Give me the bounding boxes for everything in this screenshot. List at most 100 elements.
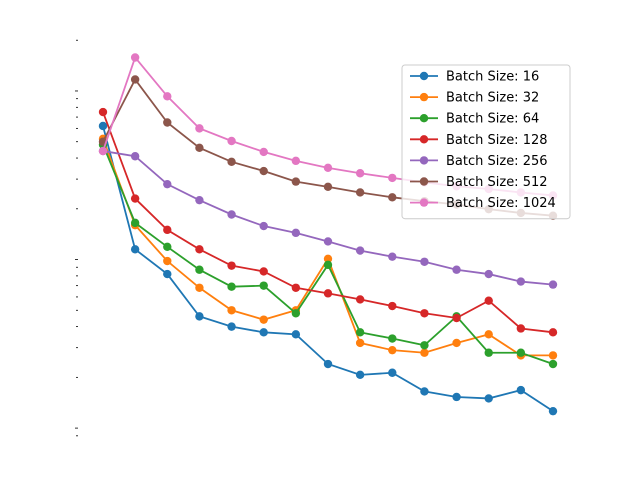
data-point <box>355 338 365 348</box>
data-point <box>227 210 236 219</box>
data-point <box>388 334 397 343</box>
data-point <box>452 338 461 348</box>
data-point <box>130 194 140 203</box>
data-point <box>355 328 365 337</box>
data-point <box>130 152 140 161</box>
data-point <box>163 92 172 101</box>
data-point <box>548 280 558 289</box>
data-point <box>420 341 429 350</box>
data-point <box>548 328 558 337</box>
legend-label: Batch Size: 1024 <box>446 196 556 211</box>
data-point <box>388 252 397 261</box>
data-point <box>195 124 204 133</box>
data-point <box>323 182 333 192</box>
data-point <box>163 242 172 252</box>
data-point <box>388 368 397 377</box>
data-point <box>259 328 268 337</box>
legend-label: Batch Size: 256 <box>446 154 548 169</box>
data-point <box>259 281 268 290</box>
legend-marker <box>419 198 429 207</box>
data-point <box>291 177 301 186</box>
data-point <box>163 179 172 189</box>
legend-item: Batch Size: 32 <box>410 91 539 106</box>
data-point <box>323 237 333 246</box>
data-point <box>452 392 461 402</box>
data-point <box>355 295 365 304</box>
y-axis-ticks <box>75 39 78 437</box>
data-point <box>291 330 301 339</box>
data-point <box>259 147 268 157</box>
data-point <box>291 156 301 166</box>
data-point <box>355 370 365 380</box>
data-point <box>291 309 301 318</box>
data-point <box>163 225 172 235</box>
legend-label: Batch Size: 64 <box>446 112 539 127</box>
legend-marker <box>419 71 429 81</box>
data-point <box>452 265 461 274</box>
legend-item: Batch Size: 64 <box>410 112 539 127</box>
legend-marker <box>419 135 429 144</box>
data-point <box>227 261 236 270</box>
legend-marker <box>419 114 429 123</box>
data-point <box>484 394 493 403</box>
data-point <box>323 359 333 369</box>
legend-label: Batch Size: 32 <box>446 91 539 106</box>
data-point <box>548 351 558 360</box>
data-point <box>355 188 365 197</box>
data-point <box>195 312 204 321</box>
data-point <box>163 256 172 266</box>
legend-marker <box>419 177 429 186</box>
data-point <box>227 306 236 315</box>
data-point <box>484 269 493 279</box>
data-point <box>227 282 236 291</box>
data-point <box>130 75 140 84</box>
data-point <box>130 245 140 254</box>
data-point <box>323 254 333 264</box>
data-point <box>227 322 236 331</box>
data-point <box>516 277 526 286</box>
legend-item: Batch Size: 128 <box>410 133 548 148</box>
data-point <box>323 260 333 270</box>
legend-item: Batch Size: 16 <box>410 70 539 85</box>
series-4 <box>98 107 558 337</box>
data-point <box>163 269 172 279</box>
data-point <box>452 313 461 323</box>
data-point <box>227 136 236 146</box>
data-point <box>259 315 268 324</box>
data-point <box>291 283 301 292</box>
data-point <box>323 289 333 298</box>
legend-item: Batch Size: 1024 <box>410 196 556 211</box>
data-point <box>259 166 268 176</box>
data-point <box>355 246 365 255</box>
data-point <box>516 385 526 395</box>
data-point <box>259 221 268 231</box>
data-point <box>484 330 493 339</box>
data-point <box>323 163 333 173</box>
data-point <box>355 169 365 178</box>
data-point <box>420 309 429 318</box>
legend-item: Batch Size: 256 <box>410 154 548 169</box>
data-point <box>195 265 204 274</box>
legend-marker <box>419 156 429 165</box>
data-point <box>259 267 268 276</box>
legend-label: Batch Size: 512 <box>446 175 548 190</box>
data-point <box>548 359 558 369</box>
data-point <box>420 257 429 266</box>
data-point <box>195 283 204 292</box>
legend-marker <box>419 92 429 102</box>
legend-frame <box>401 64 571 220</box>
data-point <box>388 173 397 183</box>
data-point <box>484 296 493 305</box>
data-point <box>227 157 236 167</box>
data-point <box>548 406 558 416</box>
legend-label: Batch Size: 16 <box>446 70 539 85</box>
data-point <box>291 228 301 238</box>
data-point <box>195 245 204 254</box>
data-point <box>420 387 429 396</box>
data-point <box>130 53 140 62</box>
data-point <box>130 218 140 228</box>
data-point <box>98 121 108 131</box>
data-point <box>388 301 397 311</box>
legend-label: Batch Size: 128 <box>446 133 548 148</box>
legend-item: Batch Size: 512 <box>410 175 548 190</box>
